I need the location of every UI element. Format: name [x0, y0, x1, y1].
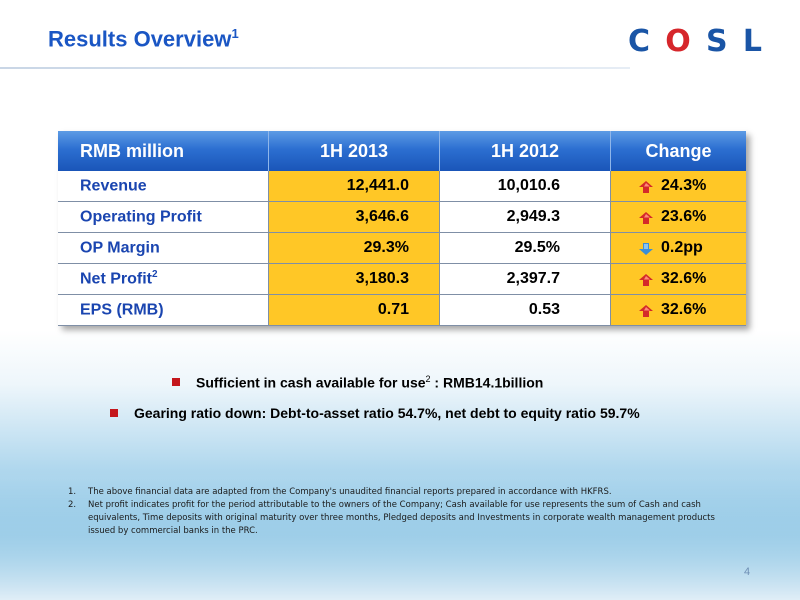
- table-header-row: RMB million 1H 2013 1H 2012 Change: [58, 131, 746, 171]
- cell-1h-2012: 2,949.3: [439, 201, 611, 233]
- footnote-text: Net profit indicates profit for the peri…: [88, 500, 715, 536]
- cell-1h-2013: 12,441.0: [268, 171, 440, 202]
- results-table: RMB million 1H 2013 1H 2012 Change Reven…: [58, 131, 746, 326]
- table-row: Operating Profit 3,646.6 2,949.3 23.6%: [58, 201, 746, 233]
- bullet-gearing-text: Gearing ratio down: Debt-to-asset ratio …: [134, 405, 640, 421]
- bullet-cash: Sufficient in cash available for use2 : …: [172, 374, 543, 391]
- cell-1h-2012: 0.53: [439, 294, 611, 326]
- change-value: 23.6%: [661, 208, 707, 225]
- change-value: 32.6%: [661, 301, 707, 318]
- logo-letter-c: C: [628, 23, 651, 59]
- column-header-metric: RMB million: [58, 131, 269, 171]
- title-divider: [0, 67, 630, 69]
- bullet-square-icon: [172, 378, 180, 387]
- cosl-logo: C O S L: [628, 23, 762, 59]
- bullet-footnote-marker: 2: [425, 374, 431, 384]
- page-title: Results Overview1: [48, 26, 239, 52]
- cell-change: 23.6%: [610, 201, 746, 233]
- table-body: Revenue 12,441.0 10,010.6 24.3% Operating Pr…: [58, 171, 746, 326]
- table-row: Revenue 12,441.0 10,010.6 24.3%: [58, 171, 746, 202]
- arrow-up-icon: [639, 273, 653, 286]
- change-value: 32.6%: [661, 270, 707, 287]
- page-number: 4: [744, 566, 751, 578]
- page-title-text: Results Overview: [48, 26, 232, 52]
- row-label-text: Operating Profit: [80, 208, 202, 226]
- row-label-text: Net Profit: [80, 270, 152, 288]
- row-label: Net Profit2: [58, 263, 269, 295]
- cell-change: 24.3%: [610, 171, 746, 202]
- cell-1h-2013: 3,180.3: [268, 263, 440, 295]
- cell-1h-2013: 0.71: [268, 294, 440, 326]
- bullet-cash-text: Sufficient in cash available for use: [196, 374, 426, 391]
- footnote-number: 2.: [68, 500, 77, 510]
- column-header-1h-2013: 1H 2013: [268, 131, 440, 171]
- bullet-cash-value: : RMB14.1billion: [430, 374, 544, 391]
- cell-1h-2012: 29.5%: [439, 232, 611, 264]
- table-row: OP Margin 29.3% 29.5% 0.2pp: [58, 232, 746, 264]
- column-header-change: Change: [610, 131, 746, 171]
- footnote-text: The above financial data are adapted fro…: [88, 487, 612, 497]
- row-label: Revenue: [58, 171, 269, 202]
- table-row: Net Profit2 3,180.3 2,397.7 32.6%: [58, 263, 746, 295]
- change-value: 24.3%: [661, 177, 707, 194]
- bullet-text: Sufficient in cash available for use2 : …: [196, 374, 543, 391]
- row-label: Operating Profit: [58, 201, 269, 233]
- logo-letter-l: L: [742, 23, 762, 59]
- cell-1h-2012: 10,010.6: [439, 171, 611, 202]
- row-label-text: EPS (RMB): [80, 301, 164, 319]
- arrow-up-icon: [639, 211, 653, 224]
- ocean-glow: [0, 470, 800, 600]
- row-footnote-marker: 2: [152, 269, 158, 281]
- footnote-number: 1.: [68, 487, 77, 497]
- logo-letter-o: O: [665, 23, 691, 59]
- footnotes: 1. The above financial data are adapted f…: [68, 486, 728, 538]
- bullet-gearing: Gearing ratio down: Debt-to-asset ratio …: [110, 405, 640, 421]
- cell-change: 32.6%: [610, 263, 746, 295]
- arrow-up-icon: [639, 304, 653, 317]
- cell-change: 0.2pp: [610, 232, 746, 264]
- cell-1h-2013: 3,646.6: [268, 201, 440, 233]
- title-footnote-marker: 1: [231, 26, 239, 41]
- row-label-text: Revenue: [80, 177, 147, 195]
- row-label-text: OP Margin: [80, 239, 160, 257]
- cell-1h-2013: 29.3%: [268, 232, 440, 264]
- arrow-down-icon: [639, 242, 653, 255]
- bullet-square-icon: [110, 409, 118, 417]
- row-label: EPS (RMB): [58, 294, 269, 326]
- row-label: OP Margin: [58, 232, 269, 264]
- change-value: 0.2pp: [661, 239, 703, 256]
- footnote-item: 1. The above financial data are adapted f…: [68, 486, 728, 499]
- cell-change: 32.6%: [610, 294, 746, 326]
- arrow-up-icon: [639, 180, 653, 193]
- table-row: EPS (RMB) 0.71 0.53 32.6%: [58, 294, 746, 326]
- logo-letter-s: S: [706, 23, 728, 59]
- footnote-item: 2. Net profit indicates profit for the pe…: [68, 499, 728, 538]
- column-header-1h-2012: 1H 2012: [439, 131, 611, 171]
- cell-1h-2012: 2,397.7: [439, 263, 611, 295]
